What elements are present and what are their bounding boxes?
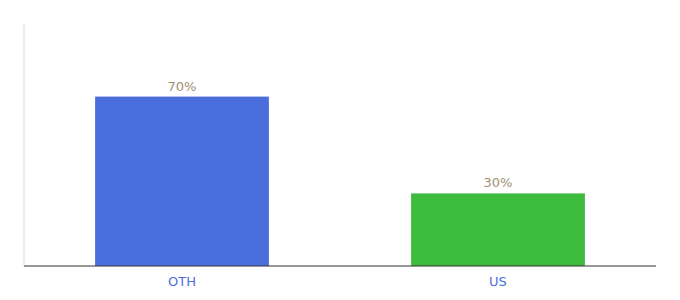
plot-area: 70% 30% OTH US [24,24,656,289]
x-tick-label: OTH [168,274,196,289]
bar [95,97,269,266]
chart-container: 70% 30% OTH US [0,0,680,300]
bar [411,193,585,266]
data-label: 30% [484,175,513,190]
chart-svg: 70% 30% OTH US [0,0,680,300]
x-axis-line [24,265,656,266]
bars [95,97,585,266]
y-axis-line [24,24,25,266]
data-label: 70% [168,79,197,94]
x-tick-label: US [489,274,507,289]
